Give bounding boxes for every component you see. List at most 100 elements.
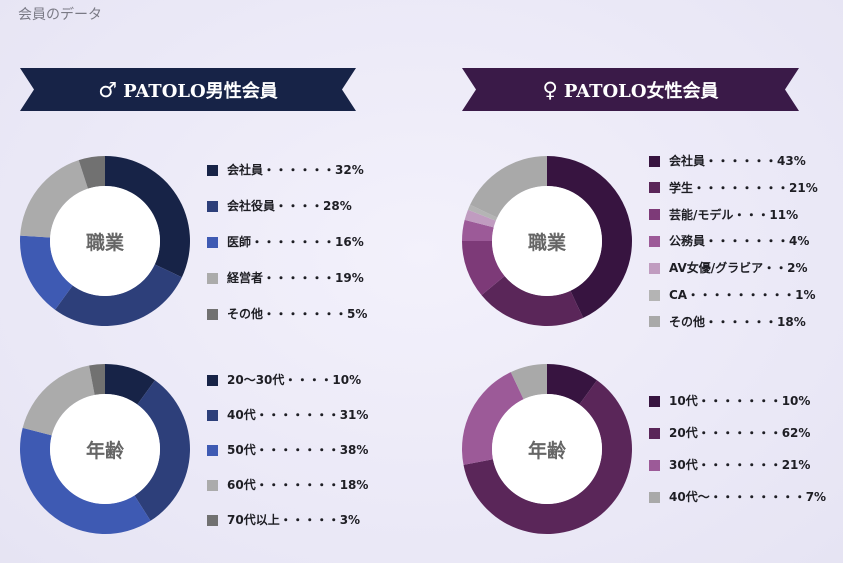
female-occupation-legend-label: 会社員・・・・・・43% <box>669 154 806 168</box>
female-symbol-icon: ♀ <box>542 77 558 102</box>
male-occupation-legend-item: 経営者・・・・・・19% <box>207 271 364 285</box>
female-occupation-donut: 職業 <box>462 156 632 326</box>
female-age-donut: 年齢 <box>462 364 632 534</box>
female-age-legend-item: 20代・・・・・・・62% <box>649 426 810 440</box>
male-occupation-legend-label: 経営者・・・・・・19% <box>227 271 364 285</box>
female-members-banner: ♀ PATOLO女性会員 <box>462 68 799 111</box>
male-age-legend-swatch <box>207 479 218 491</box>
male-occupation-hole <box>50 186 160 296</box>
female-occupation-legend-swatch <box>649 262 660 274</box>
female-age-slice-0 <box>547 364 597 405</box>
female-banner-title: PATOLO女性会員 <box>563 80 719 102</box>
male-occupation-legend-item: 医師・・・・・・・16% <box>207 235 364 249</box>
male-age-legend-item: 40代・・・・・・・31% <box>207 408 368 422</box>
female-occupation-legend-swatch <box>649 235 660 247</box>
male-occupation-slice-3 <box>20 160 89 238</box>
male-occupation-legend-label: 会社役員・・・・28% <box>227 199 352 213</box>
female-occupation-hole <box>492 186 602 296</box>
male-age-legend-label: 50代・・・・・・・38% <box>227 443 369 457</box>
male-symbol-icon: ♂ <box>98 77 118 102</box>
male-age-hole <box>50 394 160 504</box>
female-occupation-legend-swatch <box>649 316 660 328</box>
female-occupation-legend-item: 学生・・・・・・・・21% <box>649 181 818 195</box>
female-age-legend-swatch <box>649 395 660 407</box>
female-occupation-svg <box>462 156 632 326</box>
male-banner-title: PATOLO男性会員 <box>123 80 278 102</box>
male-banner-ribbon <box>20 68 356 111</box>
male-occupation-legend-item: 会社員・・・・・・32% <box>207 163 364 177</box>
male-age-legend-swatch <box>207 514 218 526</box>
female-banner-ribbon <box>462 68 799 111</box>
male-occupation-legend-swatch <box>207 200 218 212</box>
male-occupation-svg <box>20 156 191 326</box>
female-occupation-legend-swatch <box>649 155 660 167</box>
female-age-legend-item: 30代・・・・・・・21% <box>649 458 810 472</box>
female-occupation-slice-4 <box>464 209 496 228</box>
male-banner-shape <box>20 68 356 111</box>
male-occupation-legend-label: 医師・・・・・・・16% <box>227 235 364 249</box>
male-age-slice-3 <box>22 365 95 436</box>
female-occupation-legend-label: 公務員・・・・・・・4% <box>669 234 810 249</box>
female-age-legend-swatch <box>649 491 660 503</box>
male-age-center-label: 年齢 <box>85 439 124 462</box>
male-age-legend-item: 70代以上・・・・・3% <box>207 513 360 527</box>
male-age-legend-swatch <box>207 444 218 456</box>
female-occupation-legend-swatch <box>649 209 660 221</box>
male-members-banner: ♂ PATOLO男性会員 <box>20 68 356 111</box>
female-age-slice-3 <box>510 364 547 400</box>
male-age-donut: 年齢 <box>20 364 190 534</box>
female-occupation-legend-item: 芸能/モデル・・・11% <box>649 208 798 222</box>
male-age-legend-label: 60代・・・・・・・18% <box>227 478 369 492</box>
male-age-slice-2 <box>20 427 151 534</box>
female-age-slice-1 <box>463 380 632 534</box>
male-occupation-slice-2 <box>20 235 73 310</box>
male-age-slice-4 <box>89 364 105 395</box>
female-occupation-legend-item: CA・・・・・・・・・1% <box>649 288 815 302</box>
female-occupation-legend-item: その他・・・・・・18% <box>649 315 806 329</box>
female-age-legend-swatch <box>649 427 660 439</box>
female-occupation-legend-label: その他・・・・・・18% <box>669 314 806 329</box>
male-occupation-donut: 職業 <box>20 156 191 326</box>
male-occupation-legend-swatch <box>207 164 218 176</box>
male-occupation-legend-swatch <box>207 272 218 284</box>
male-age-legend-swatch <box>207 409 218 421</box>
female-occupation-legend-label: 芸能/モデル・・・11% <box>669 207 799 222</box>
male-age-legend-label: 40代・・・・・・・31% <box>227 408 369 422</box>
female-age-hole <box>492 394 602 504</box>
female-age-legend-label: 20代・・・・・・・62% <box>669 426 811 440</box>
female-occupation-legend-item: AV女優/グラビア・・2% <box>649 261 808 275</box>
female-age-slice-2 <box>462 372 524 465</box>
male-occupation-center-label: 職業 <box>85 231 124 254</box>
male-age-legend-swatch <box>207 374 218 386</box>
female-age-legend-label: 30代・・・・・・・21% <box>669 458 811 472</box>
female-occupation-slice-2 <box>462 241 505 296</box>
female-occupation-legend-item: 会社員・・・・・・43% <box>649 154 806 168</box>
male-occupation-slice-0 <box>105 156 191 278</box>
page-title: 会員のデータ <box>18 7 102 23</box>
female-occupation-slice-6 <box>470 156 547 218</box>
female-occupation-slice-3 <box>462 219 494 241</box>
female-age-legend-swatch <box>649 459 660 471</box>
female-occupation-legend-swatch <box>649 289 660 301</box>
male-age-legend-label: 20〜30代・・・・10% <box>227 373 362 387</box>
male-occupation-legend-label: 会社員・・・・・・32% <box>227 163 364 177</box>
male-age-legend-item: 60代・・・・・・・18% <box>207 478 368 492</box>
male-age-legend-item: 20〜30代・・・・10% <box>207 373 361 387</box>
female-occupation-legend-label: 学生・・・・・・・・21% <box>669 180 818 195</box>
male-occupation-slice-1 <box>55 264 182 326</box>
male-occupation-slice-4 <box>78 156 105 189</box>
male-age-legend-item: 50代・・・・・・・38% <box>207 443 368 457</box>
male-occupation-legend-item: その他・・・・・・・5% <box>207 307 367 321</box>
female-age-legend-label: 40代〜・・・・・・・・7% <box>669 490 827 504</box>
male-occupation-legend-swatch <box>207 236 218 248</box>
female-age-svg <box>462 364 632 534</box>
female-occupation-legend-item: 公務員・・・・・・・4% <box>649 234 809 248</box>
male-occupation-legend-item: 会社役員・・・・28% <box>207 199 352 213</box>
female-occupation-legend-label: CA・・・・・・・・・1% <box>669 288 816 302</box>
male-age-svg <box>20 364 190 534</box>
female-age-legend-label: 10代・・・・・・・10% <box>669 394 811 408</box>
male-age-legend-label: 70代以上・・・・・3% <box>227 513 361 527</box>
female-age-center-label: 年齢 <box>527 439 566 462</box>
female-occupation-slice-1 <box>481 276 584 326</box>
male-occupation-legend-label: その他・・・・・・・5% <box>227 307 368 321</box>
